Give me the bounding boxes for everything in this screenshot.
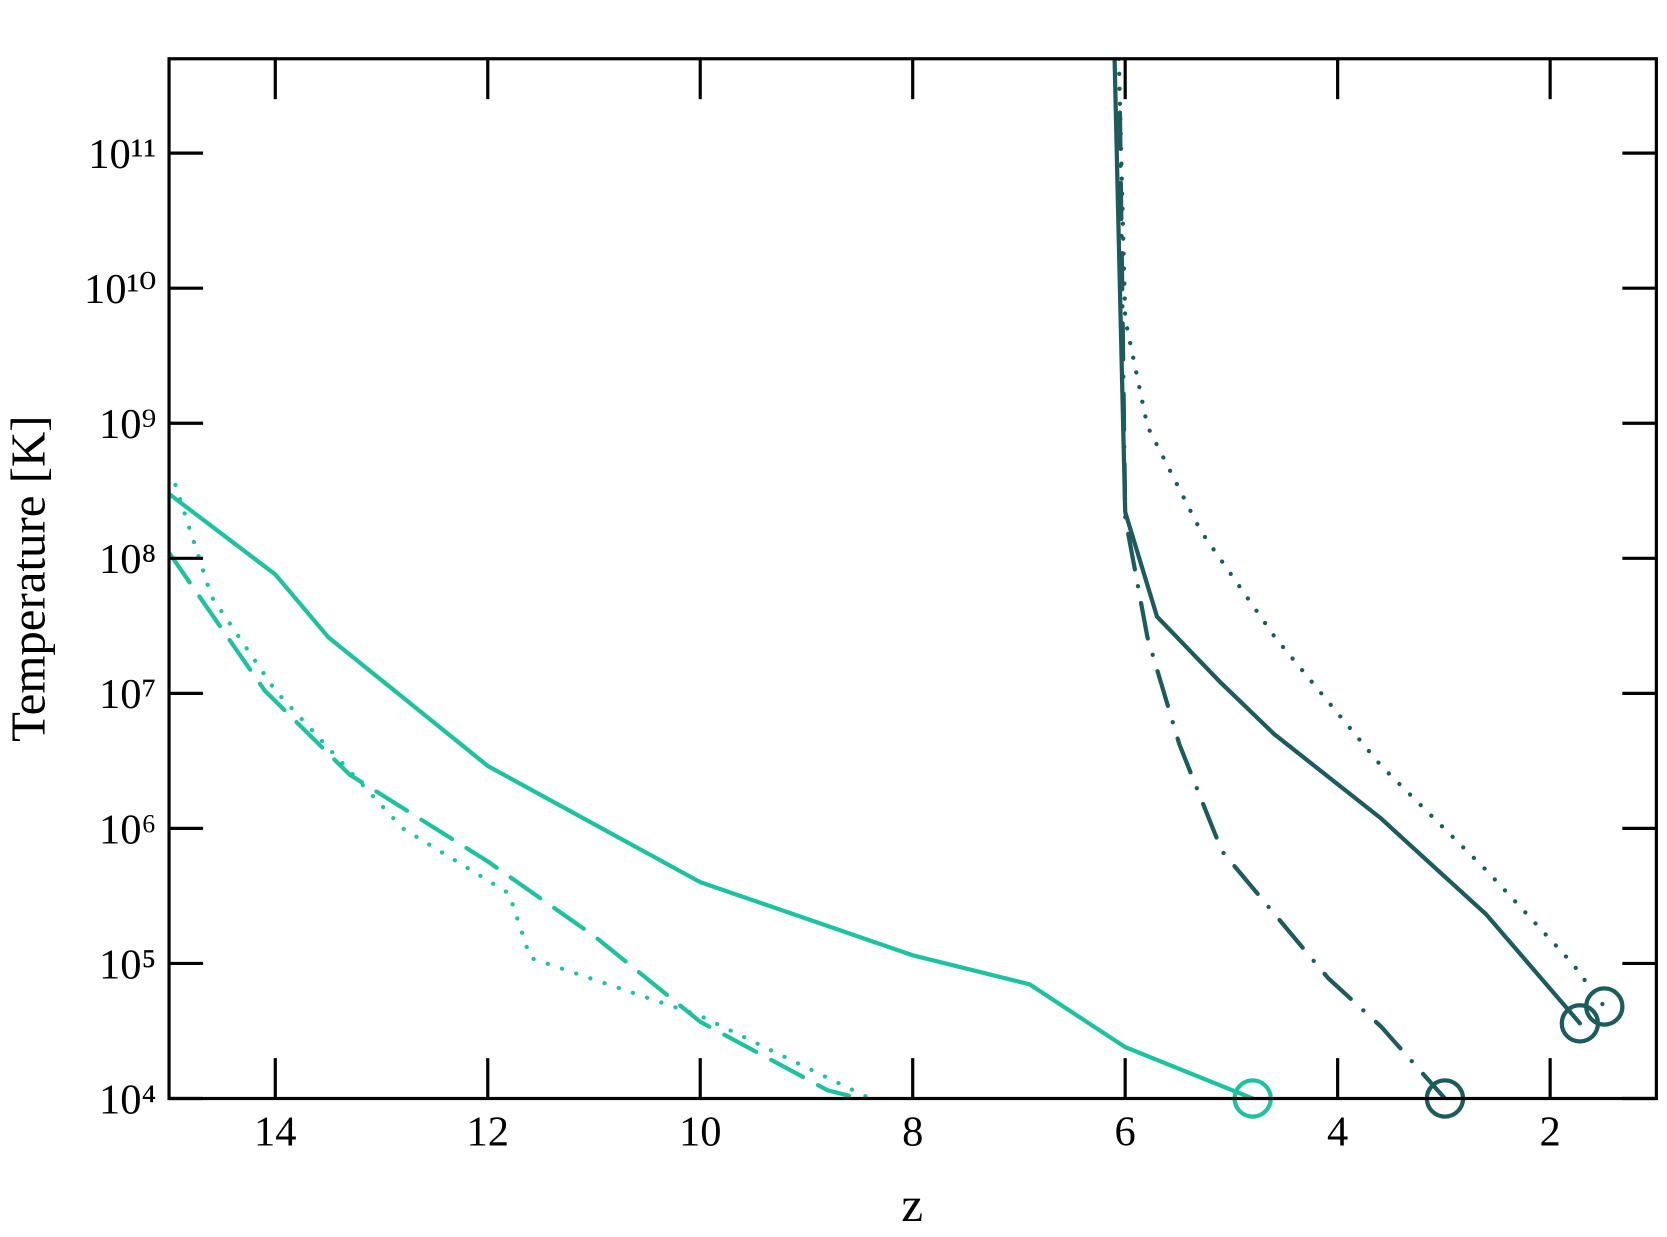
x-axis-label: z (901, 1177, 923, 1232)
x-tick-label: 2 (1539, 1108, 1560, 1155)
y-axis-label: Temperature [K] (1, 415, 56, 741)
x-tick-label: 14 (254, 1108, 297, 1155)
series-line (169, 550, 852, 1098)
x-tick-label: 8 (902, 1108, 923, 1155)
x-tick-label: 4 (1327, 1108, 1348, 1155)
end-marker (1584, 986, 1625, 1027)
y-tick-label: 10⁷ (99, 671, 156, 718)
y-tick-label: 10⁹ (99, 401, 156, 448)
y-tick-label: 10⁶ (99, 806, 156, 853)
x-tick-label: 12 (466, 1108, 509, 1155)
x-tick-label: 6 (1115, 1108, 1136, 1155)
series-line (1116, 58, 1607, 1009)
series-line (1117, 110, 1448, 1099)
plot-frame (167, 57, 1658, 1101)
y-tick-label: 10⁴ (99, 1076, 156, 1123)
y-tick-label: 10¹¹ (88, 131, 156, 178)
series-line (173, 482, 873, 1099)
y-tick-label: 10¹⁰ (84, 266, 156, 313)
series-line (1112, 58, 1583, 1026)
y-tick-label: 10⁵ (99, 941, 156, 988)
x-tick-label: 10 (679, 1108, 722, 1155)
y-tick-label: 10⁸ (99, 536, 156, 583)
series-line (169, 491, 1255, 1099)
